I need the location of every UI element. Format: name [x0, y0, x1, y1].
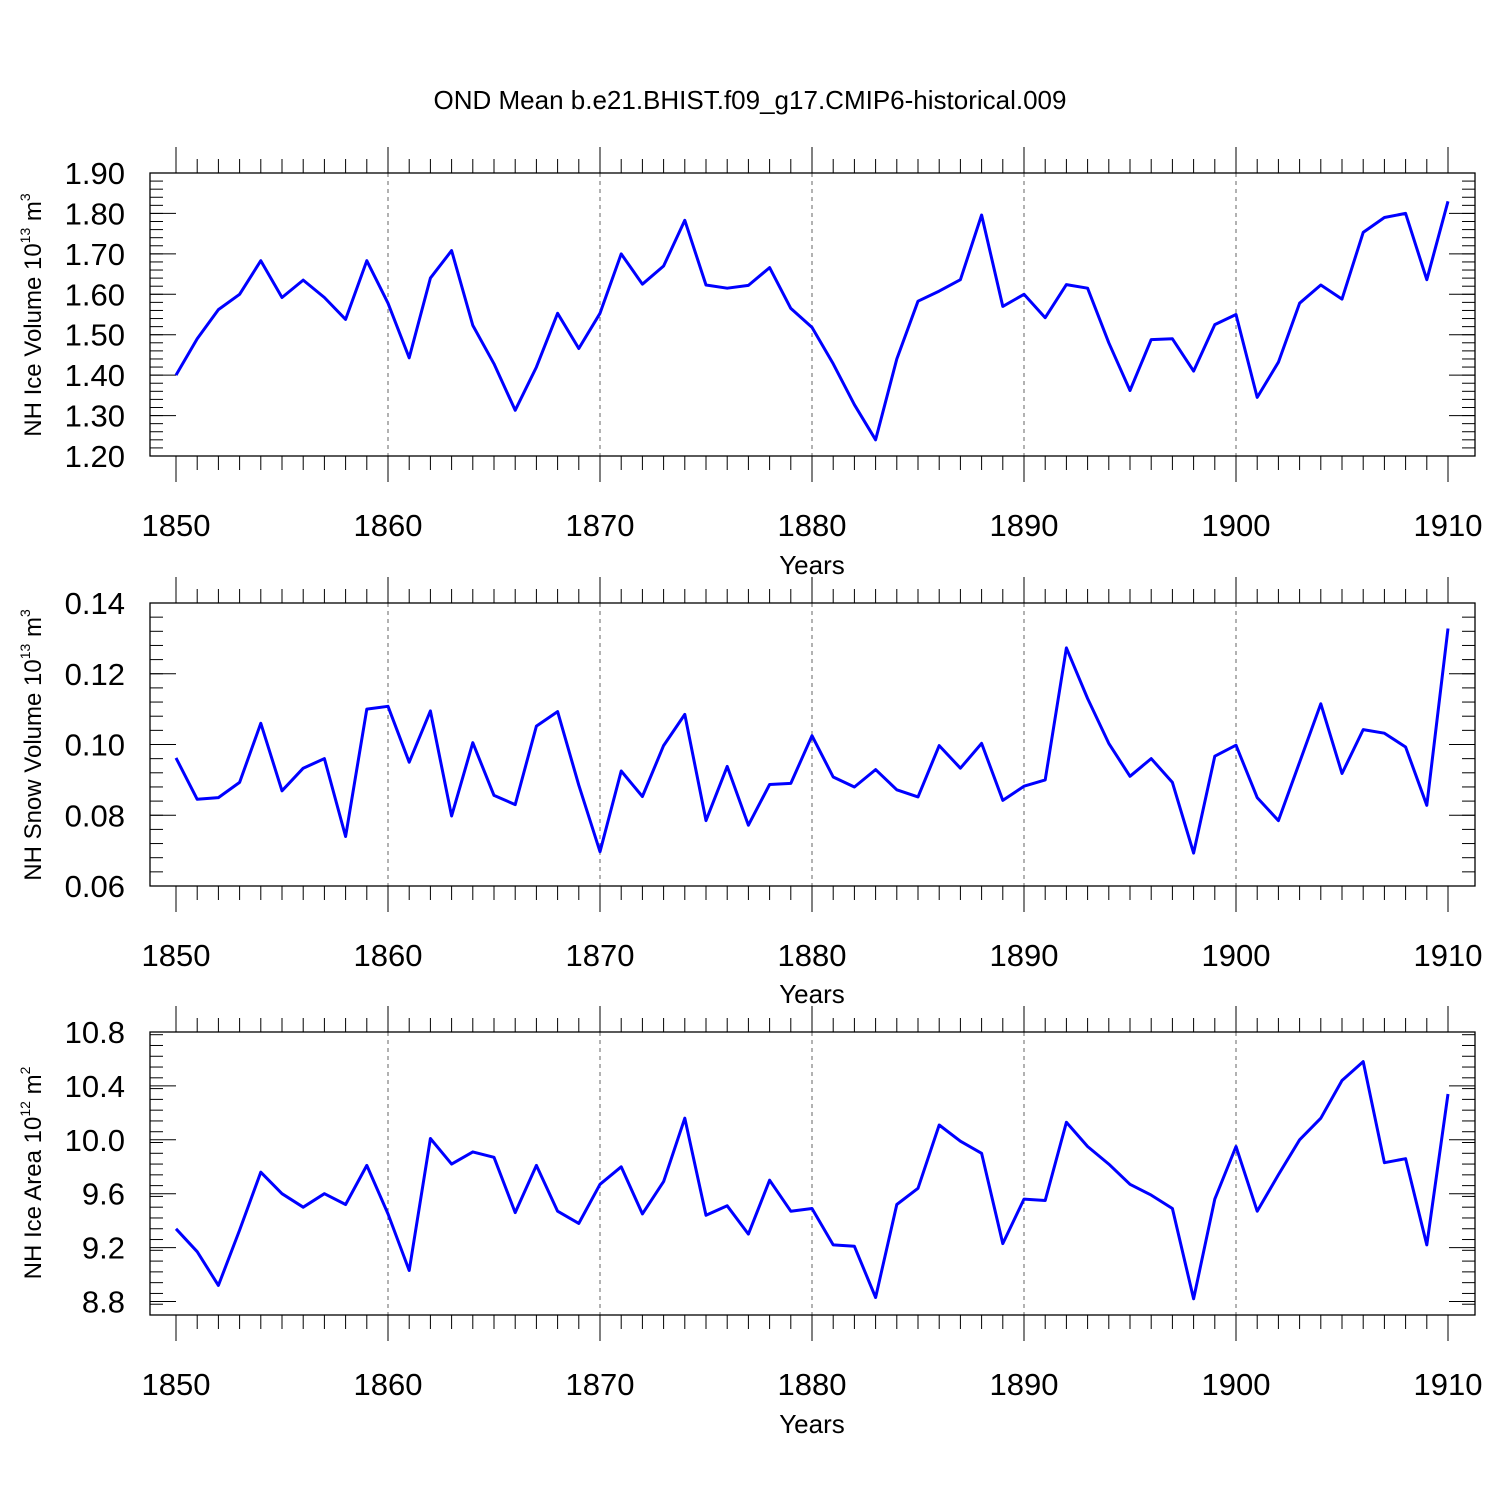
- chart-title: OND Mean b.e21.BHIST.f09_g17.CMIP6-histo…: [434, 85, 1067, 115]
- panel-1-gridlines: [387, 173, 1237, 456]
- panel-3-gridlines: [387, 1032, 1237, 1315]
- y-tick-label: 0.14: [65, 586, 125, 621]
- y-tick-label: 1.80: [65, 196, 125, 231]
- panel-2-ticks: [150, 577, 1475, 912]
- y-tick-label: 0.12: [65, 657, 125, 692]
- x-tick-label: 1860: [354, 1367, 423, 1402]
- y-tick-label: 0.06: [65, 869, 125, 904]
- y-tick-label: 1.30: [65, 399, 125, 434]
- x-tick-label: 1910: [1414, 508, 1483, 543]
- panel-2-gridlines: [387, 603, 1237, 886]
- x-tick-label: 1870: [566, 1367, 635, 1402]
- panel-3-ticks: [150, 1006, 1475, 1341]
- x-tick-label: 1880: [778, 1367, 847, 1402]
- x-tick-label: 1850: [142, 508, 211, 543]
- x-tick-label: 1850: [142, 938, 211, 973]
- x-tick-label: 1870: [566, 508, 635, 543]
- x-tick-label: 1880: [778, 508, 847, 543]
- panel-1-x-axis-label: Years: [779, 550, 845, 580]
- panel-ice-volume: 1.20 1.30 1.40 1.50 1.60 1.70 1.80 1.90 1850 186…: [17, 147, 1482, 580]
- panel-3-y-axis-label: NH Ice Area 1012 m2: [17, 1066, 47, 1279]
- y-tick-label: 1.60: [65, 277, 125, 312]
- y-tick-label: 9.6: [82, 1177, 125, 1212]
- x-tick-label: 1850: [142, 1367, 211, 1402]
- y-tick-label: 10.4: [65, 1069, 125, 1104]
- x-tick-label: 1890: [990, 1367, 1059, 1402]
- panel-1-frame: [149, 172, 1476, 457]
- x-tick-label: 1900: [1202, 508, 1271, 543]
- y-tick-label: 1.90: [65, 156, 125, 191]
- panel-2-frame: [149, 602, 1476, 887]
- x-tick-label: 1890: [990, 508, 1059, 543]
- panel-snow-volume: 0.06 0.08 0.10 0.12 0.14 1850 1860 1870 1880 189…: [17, 577, 1482, 1009]
- x-tick-label: 1880: [778, 938, 847, 973]
- panel-3-y-tick-labels: 8.8 9.2 9.6 10.0 10.4 10.8: [65, 1015, 125, 1320]
- x-tick-label: 1860: [354, 508, 423, 543]
- y-tick-label: 1.20: [65, 439, 125, 474]
- x-tick-label: 1910: [1414, 1367, 1483, 1402]
- panel-1-y-tick-labels: 1.20 1.30 1.40 1.50 1.60 1.70 1.80 1.90: [65, 156, 125, 474]
- panel-2-y-tick-labels: 0.06 0.08 0.10 0.12 0.14: [65, 586, 125, 904]
- panel-3-frame: [149, 1031, 1476, 1316]
- panel-3-x-axis-label: Years: [779, 1409, 845, 1439]
- panel-1-series-line: [174, 200, 1450, 442]
- panel-2-y-axis-label: NH Snow Volume 1013 m3: [17, 609, 47, 881]
- y-tick-label: 1.40: [65, 358, 125, 393]
- panel-3-series-line: [174, 1060, 1450, 1301]
- panel-2-x-axis-label: Years: [779, 979, 845, 1009]
- y-tick-label: 1.70: [65, 237, 125, 272]
- x-tick-label: 1900: [1202, 1367, 1271, 1402]
- x-tick-label: 1900: [1202, 938, 1271, 973]
- y-tick-label: 0.10: [65, 728, 125, 763]
- panel-ice-area: 8.89.29.610.010.410.8 1850 1860 1870 1880 18…: [17, 1006, 1482, 1439]
- y-tick-label: 1.50: [65, 318, 125, 353]
- x-tick-label: 1890: [990, 938, 1059, 973]
- panel-2-x-tick-labels: 1850 1860 1870 1880 1890 1900 1910: [142, 938, 1483, 973]
- y-tick-label: 8.8: [82, 1285, 125, 1320]
- panel-2-series-line: [174, 628, 1450, 855]
- y-tick-label: 10.0: [65, 1123, 125, 1158]
- panel-1-x-tick-labels: 1850 1860 1870 1880 1890 1900 1910: [142, 508, 1483, 543]
- y-tick-label: 10.8: [65, 1015, 125, 1050]
- x-tick-label: 1910: [1414, 938, 1483, 973]
- y-tick-label: 9.2: [82, 1231, 125, 1266]
- y-tick-label: 0.08: [65, 798, 125, 833]
- x-tick-label: 1870: [566, 938, 635, 973]
- panel-3-x-tick-labels: 1850 1860 1870 1880 1890 1900 1910: [142, 1367, 1483, 1402]
- panel-1-y-axis-label: NH Ice Volume 1013 m3: [17, 193, 47, 437]
- x-tick-label: 1860: [354, 938, 423, 973]
